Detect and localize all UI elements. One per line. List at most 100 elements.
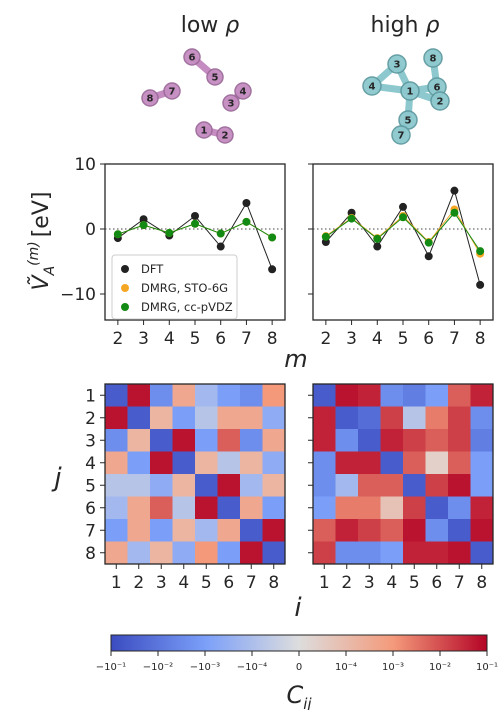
heatmap-ylabel: j [51, 463, 62, 493]
data-point [216, 242, 225, 251]
heat-cell [172, 406, 196, 430]
data-point [399, 213, 407, 222]
x-tick-label: 8 [475, 329, 486, 349]
x-tick-label: 7 [449, 329, 460, 349]
heat-cell [448, 496, 471, 520]
heat-cell [150, 384, 173, 407]
heat-cell [448, 519, 471, 542]
heat-cell [172, 519, 196, 542]
heat-cell [105, 406, 128, 430]
atom-label: 5 [405, 116, 412, 127]
heat-cell [262, 474, 286, 497]
y-tick-label: 6 [85, 499, 96, 519]
atom-label: 5 [212, 73, 219, 84]
data-point [268, 233, 277, 242]
data-point [476, 280, 485, 289]
heat-cell [262, 451, 286, 475]
y-tick-label: 1 [85, 386, 96, 406]
atom-label: 6 [434, 83, 441, 94]
heat-cell [127, 496, 151, 520]
heat-cell [172, 474, 196, 497]
heat-cell [262, 429, 286, 452]
heat-cell [217, 384, 241, 407]
line-ylabel: ṼA(m)[eV] [26, 192, 58, 291]
line-xlabel: m [284, 345, 307, 373]
heat-cell [172, 429, 196, 452]
heat-cell [150, 429, 173, 452]
x-tick-label: 2 [133, 573, 144, 593]
heat-cell [262, 384, 286, 407]
heat-cell [313, 406, 336, 430]
heat-cell [262, 519, 286, 542]
heat-cell [313, 384, 336, 407]
heat-cell [313, 474, 336, 497]
data-point [242, 199, 251, 207]
heat-cell [425, 519, 449, 542]
x-tick-label: 7 [241, 329, 252, 349]
heat-cell [425, 451, 449, 475]
heat-cell [470, 541, 494, 565]
molecule-low-density: 6 5 8 7 43 1 2 [141, 48, 252, 144]
atom [430, 91, 450, 111]
heat-cell [335, 429, 359, 452]
legend-marker [121, 284, 129, 292]
atom-label: 7 [398, 131, 405, 142]
y-tick-label: 7 [85, 521, 96, 541]
heat-cell [240, 429, 263, 452]
data-point [424, 252, 433, 261]
x-tick-label: 6 [215, 329, 226, 349]
heat-cell [105, 474, 128, 497]
atom [163, 82, 181, 100]
y-tick-label: 0 [85, 220, 96, 240]
data-point [476, 247, 485, 256]
heat-cell [313, 519, 336, 542]
atom-label: 3 [394, 60, 401, 71]
heat-cell [335, 474, 359, 497]
heat-cell [262, 496, 286, 520]
atom [387, 54, 407, 74]
heat-cell [358, 541, 381, 565]
data-point [191, 212, 199, 220]
heat-cell [262, 406, 286, 430]
atom [391, 125, 411, 145]
heat-cell [380, 474, 404, 497]
x-tick-label: 2 [341, 573, 352, 593]
molecule-high-density: 3 8 4 1 6 2 57 [362, 48, 450, 145]
x-tick-label: 7 [454, 573, 465, 593]
heat-cell [470, 474, 494, 497]
heat-cell [380, 496, 404, 520]
heat-cell [470, 384, 494, 407]
data-point [450, 186, 459, 195]
heat-cell [127, 429, 151, 452]
heat-frame [104, 383, 286, 565]
heat-frame [312, 383, 494, 565]
x-tick-label: 8 [267, 329, 278, 349]
atom-label: 4 [240, 87, 247, 98]
colorbar-ticks: −10⁻¹ −10⁻² −10⁻³ −10⁻⁴ 0 10⁻⁴ 10⁻³ 10⁻² 10⁻¹ [96, 651, 498, 673]
heat-cell [150, 519, 173, 542]
x-tick-label: 4 [386, 573, 397, 593]
heat-cell [335, 451, 359, 475]
data-point [139, 221, 148, 230]
heat-cell [105, 451, 128, 475]
heatmap-xlabel: i [294, 593, 302, 623]
heat-cell [425, 496, 449, 520]
heat-cell [335, 496, 359, 520]
atom [141, 89, 159, 107]
atom-label: 6 [189, 53, 196, 64]
atom [206, 68, 224, 86]
y-tick-label: 5 [85, 476, 96, 496]
heat-cell [217, 519, 241, 542]
heat-cell [240, 541, 263, 565]
data-point [113, 230, 122, 239]
x-tick-label: 8 [476, 573, 487, 593]
atom [234, 82, 252, 100]
heat-cell [195, 406, 218, 430]
x-tick-label: 4 [164, 329, 175, 349]
heat-cell [358, 474, 381, 497]
heat-cell [217, 406, 241, 430]
y-tick-label: 2 [85, 409, 96, 429]
